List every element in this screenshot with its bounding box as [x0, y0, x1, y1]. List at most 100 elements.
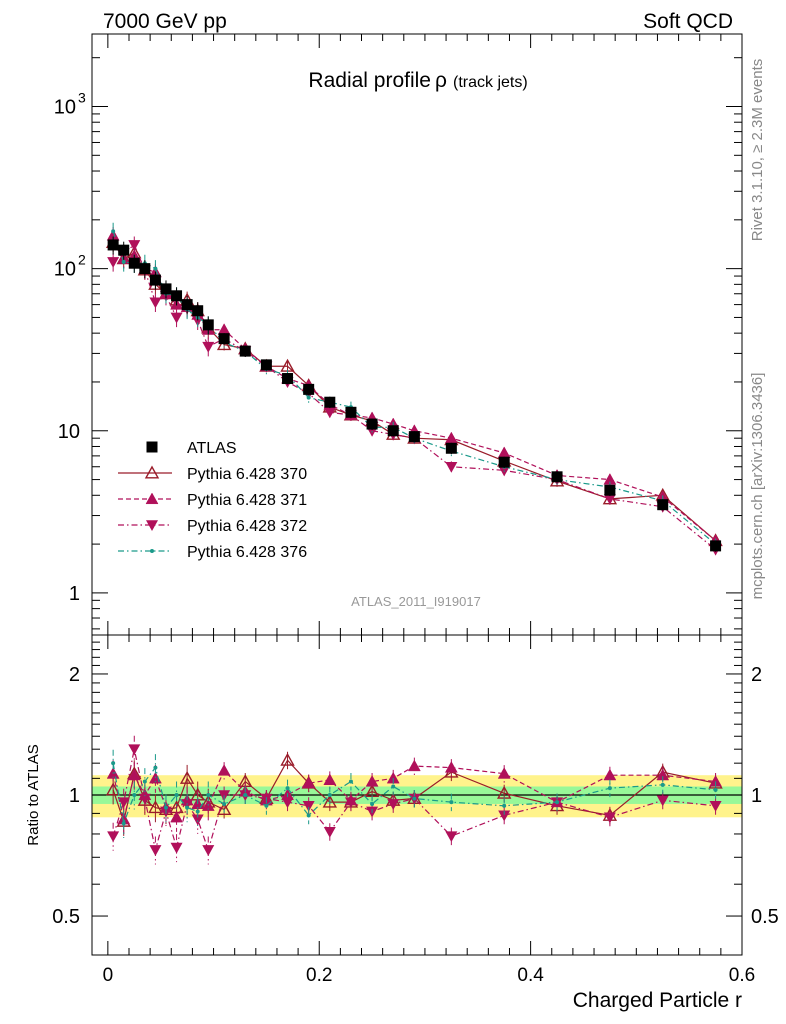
- ratio-data-point: [660, 782, 665, 787]
- ratio-data-point: [163, 805, 168, 810]
- ratio-data-point: [148, 800, 163, 814]
- ratio-data-point: [264, 803, 269, 808]
- ratio-data-point: [656, 795, 669, 807]
- ratio-data-point: [117, 797, 130, 809]
- ratio-data-point: [243, 793, 248, 797]
- main-data-point: [408, 431, 420, 443]
- ratio-data-point: [323, 826, 336, 838]
- ratio-data-point: [281, 797, 294, 809]
- x-tick-label: 0.4: [517, 965, 544, 986]
- ratio-data-point: [370, 801, 375, 806]
- legend-entry: ATLAS: [146, 440, 237, 457]
- x-tick-label: 0.2: [306, 965, 332, 986]
- ratio-data-point: [603, 768, 617, 781]
- main-series-4: [107, 236, 722, 552]
- ratio-data-point: [280, 752, 295, 766]
- main-data-point: [345, 406, 357, 418]
- ratio-data-point: [497, 767, 511, 779]
- main-data-point: [239, 345, 251, 357]
- ratio-series-line: [112, 749, 716, 852]
- main-data-point: [149, 297, 162, 309]
- main-data-point: [445, 442, 457, 454]
- legend-marker: [144, 465, 160, 479]
- x-tick-label: 0: [103, 965, 114, 986]
- ratio-series-line: [112, 763, 716, 826]
- ratio-data-point: [132, 793, 137, 797]
- main-data-point: [121, 259, 126, 264]
- ratio-y-tick-label: 0.5: [52, 906, 80, 928]
- mcplots-label: mcplots.cern.ch [arXiv:1306.3436]: [749, 373, 766, 600]
- main-data-point: [128, 240, 141, 251]
- ratio-series-3: [111, 749, 718, 838]
- ratio-data-point: [222, 801, 227, 806]
- main-data-point: [603, 494, 616, 505]
- legend-label: ATLAS: [187, 440, 237, 457]
- rivet-label: Rivet 3.1.10, ≥ 2.3M events: [749, 59, 766, 242]
- main-data-point: [497, 446, 511, 458]
- ratio-data-point: [302, 801, 315, 812]
- ratio-y-tick-label: 2: [69, 664, 80, 686]
- ratio-data-point: [170, 810, 183, 823]
- main-data-point: [118, 244, 130, 256]
- header-left: 7000 GeV pp: [103, 10, 227, 33]
- ratio-data-point: [285, 786, 290, 791]
- main-data-point: [139, 263, 151, 275]
- legend-entry: Pythia 6.428 376: [118, 544, 307, 561]
- main-data-point: [445, 461, 458, 473]
- ratio-data-point: [387, 799, 400, 810]
- ratio-data-point: [365, 775, 379, 787]
- main-data-point: [306, 395, 311, 400]
- y-tick-exponent: 2: [78, 252, 86, 268]
- series-layer: [105, 222, 723, 865]
- ratio-data-point: [344, 797, 357, 809]
- legend-label: Pythia 6.428 372: [187, 518, 307, 535]
- ratio-y-tick-label-right: 1: [751, 785, 762, 807]
- ratio-data-point: [170, 842, 183, 854]
- ratio-data-point: [502, 803, 507, 808]
- main-data-point: [191, 315, 204, 327]
- ratio-data-point: [111, 761, 116, 766]
- ratio-data-point: [713, 787, 718, 792]
- ratio-data-point: [555, 800, 560, 805]
- y-tick-label: 10: [58, 421, 80, 443]
- main-data-point: [170, 312, 183, 324]
- chart-title: Radial profile: [308, 69, 431, 92]
- main-data-point: [604, 484, 616, 496]
- main-data-point: [111, 229, 116, 234]
- legend-entry: Pythia 6.428 371: [118, 492, 307, 509]
- ratio-data-point: [603, 812, 616, 824]
- main-data-point: [366, 418, 378, 430]
- ratio-data-point: [323, 773, 337, 786]
- main-data-point: [149, 274, 161, 286]
- legend-marker: [150, 549, 154, 553]
- ratio-data-point: [444, 761, 458, 773]
- ratio-data-point: [445, 831, 458, 843]
- ratio-data-point: [121, 821, 126, 826]
- main-data-point: [387, 425, 399, 437]
- y-tick-label: 1: [69, 583, 80, 605]
- ratio-data-point: [348, 779, 353, 784]
- main-series-line: [112, 242, 716, 542]
- ratio-y-tick-label: 1: [69, 785, 80, 807]
- main-data-point: [107, 239, 119, 251]
- ratio-data-point: [709, 801, 722, 812]
- ratio-data-point: [327, 793, 332, 797]
- legend-marker: [146, 441, 158, 453]
- ratio-y-axis-label: Ratio to ATLAS: [25, 744, 42, 845]
- ratio-data-point: [191, 814, 204, 826]
- chart-title-suffix: (track jets): [453, 74, 528, 91]
- main-data-point: [324, 396, 336, 408]
- legend-entry: Pythia 6.428 370: [118, 465, 307, 483]
- ratio-data-point: [407, 759, 421, 772]
- ratio-series-line: [112, 759, 716, 824]
- main-data-point: [202, 341, 215, 353]
- ratio-data-point: [449, 800, 454, 805]
- main-data-point: [217, 323, 231, 335]
- ratio-data-point: [217, 764, 231, 776]
- legend-label: Pythia 6.428 376: [187, 544, 307, 561]
- main-data-point: [171, 290, 183, 302]
- ratio-data-point: [206, 793, 211, 797]
- ratio-data-point: [138, 793, 151, 805]
- ratio-plot-frame: [91, 634, 743, 956]
- ratio-data-point: [185, 805, 190, 810]
